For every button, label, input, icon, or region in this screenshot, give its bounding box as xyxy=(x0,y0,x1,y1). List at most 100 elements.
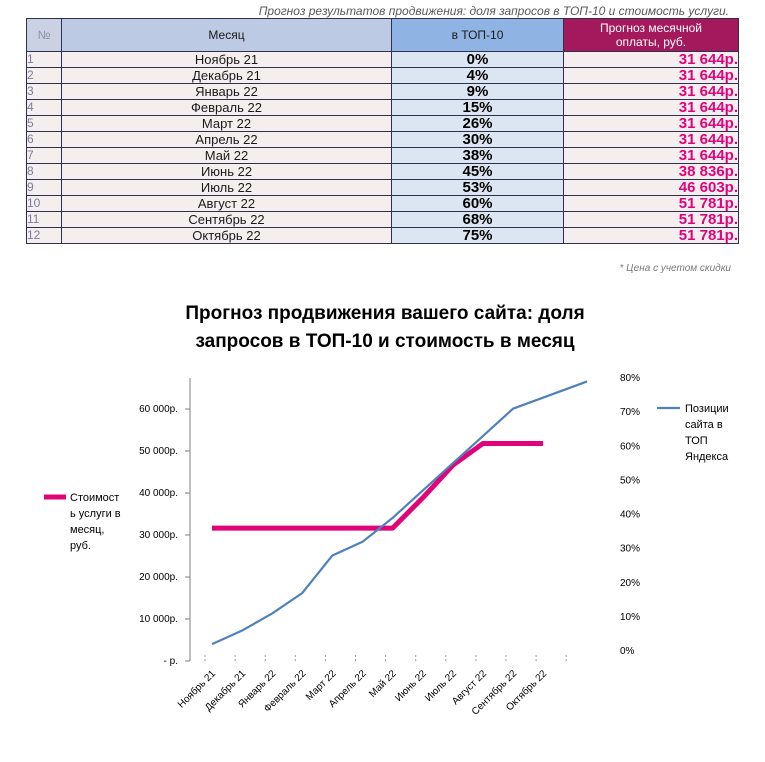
table-row: 11 Сентябрь 22 68% 51 781р. xyxy=(26,211,739,228)
table-row: 1 Ноябрь 21 0% 31 644р. xyxy=(26,51,739,68)
header-payment: Прогноз месячной оплаты, руб. xyxy=(563,18,739,52)
y-left-tick-label: 50 000р. xyxy=(139,446,178,457)
forecast-table: № Месяц в ТОП-10 Прогноз месячной оплаты… xyxy=(26,18,739,244)
row-payment: 31 644р. xyxy=(563,131,739,148)
y-left-tick-label: 60 000р. xyxy=(139,404,178,415)
forecast-chart: - р. 10 000р. 20 000р. 30 000р. 40 000р. 50 0… xyxy=(44,373,729,718)
row-top10: 9% xyxy=(391,83,564,100)
row-payment: 31 644р. xyxy=(563,51,739,68)
row-number: 4 xyxy=(26,99,62,116)
row-number: 5 xyxy=(26,115,62,132)
row-top10: 15% xyxy=(391,99,564,116)
row-payment: 31 644р. xyxy=(563,115,739,132)
row-top10: 38% xyxy=(391,147,564,164)
y-right-tick-label: 20% xyxy=(620,578,640,589)
table-row: 8 Июнь 22 45% 38 836р. xyxy=(26,163,739,180)
table-row: 5 Март 22 26% 31 644р. xyxy=(26,115,739,132)
legend-label-cost: Стоимост xyxy=(70,492,119,504)
row-month: Январь 22 xyxy=(61,83,392,100)
row-number: 7 xyxy=(26,147,62,164)
series-line-positions xyxy=(211,380,588,646)
row-month: Сентябрь 22 xyxy=(61,211,392,228)
row-top10: 0% xyxy=(391,51,564,68)
y-left-tick-label: 10 000р. xyxy=(139,614,178,625)
legend-label-positions: сайта в xyxy=(685,419,723,431)
header-month: Месяц xyxy=(61,18,392,52)
x-category-label: Июнь 22 xyxy=(393,668,429,704)
row-payment: 31 644р. xyxy=(563,147,739,164)
row-top10: 60% xyxy=(391,195,564,212)
row-payment: 51 781р. xyxy=(563,195,739,212)
row-payment: 38 836р. xyxy=(563,163,739,180)
row-payment: 51 781р. xyxy=(563,227,739,244)
y-left-tick-label: 40 000р. xyxy=(139,488,178,499)
y-right-tick-label: 40% xyxy=(620,510,640,521)
chart-title-line1: Прогноз продвижения вашего сайта: доля xyxy=(185,303,585,324)
header-top10: в ТОП-10 xyxy=(391,18,564,52)
y-right-tick-label: 60% xyxy=(620,441,640,452)
y-left-tick-label: 20 000р. xyxy=(139,572,178,583)
y-right-tick-label: 0% xyxy=(620,646,635,657)
table-row: 7 Май 22 38% 31 644р. xyxy=(26,147,739,164)
row-month: Март 22 xyxy=(61,115,392,132)
row-number: 9 xyxy=(26,179,62,196)
y-right-tick-label: 80% xyxy=(620,373,640,384)
row-month: Июль 22 xyxy=(61,179,392,196)
row-top10: 53% xyxy=(391,179,564,196)
row-month: Апрель 22 xyxy=(61,131,392,148)
legend-label-positions: Позиции xyxy=(685,403,729,415)
row-number: 2 xyxy=(26,67,62,84)
y-left-tick-label: - р. xyxy=(164,656,178,667)
row-month: Август 22 xyxy=(61,195,392,212)
row-month: Октябрь 22 xyxy=(61,227,392,244)
series-line-cost xyxy=(212,441,544,531)
header-payment-line1: Прогноз месячной xyxy=(599,21,703,35)
legend-label-cost: месяц, xyxy=(70,524,105,536)
y-right-tick-label: 30% xyxy=(620,544,640,555)
table-row: 4 Февраль 22 15% 31 644р. xyxy=(26,99,739,116)
y-right-tick-label: 50% xyxy=(620,475,640,486)
row-number: 11 xyxy=(26,211,62,228)
row-payment: 51 781р. xyxy=(563,211,739,228)
row-number: 8 xyxy=(26,163,62,180)
row-number: 10 xyxy=(26,195,62,212)
row-month: Февраль 22 xyxy=(61,99,392,116)
legend-label-cost: ь услуги в xyxy=(70,508,121,520)
chart-title-line2: запросов в ТОП-10 и стоимость в месяц xyxy=(195,331,575,352)
chart-title: Прогноз продвижения вашего сайта: доля з… xyxy=(150,300,620,356)
table-row: 12 Октябрь 22 75% 51 781р. xyxy=(26,227,739,244)
table-row: 10 Август 22 60% 51 781р. xyxy=(26,195,739,212)
row-top10: 4% xyxy=(391,67,564,84)
row-month: Ноябрь 21 xyxy=(61,51,392,68)
legend-label-positions: Яндекса xyxy=(685,451,729,463)
row-month: Май 22 xyxy=(61,147,392,164)
table-row: 9 Июль 22 53% 46 603р. xyxy=(26,179,739,196)
row-number: 12 xyxy=(26,227,62,244)
row-number: 3 xyxy=(26,83,62,100)
row-payment: 31 644р. xyxy=(563,99,739,116)
price-footnote: * Цена с учетом скидки xyxy=(619,263,731,274)
row-payment: 31 644р. xyxy=(563,83,739,100)
row-top10: 75% xyxy=(391,227,564,244)
table-caption: Прогноз результатов продвижения: доля за… xyxy=(258,4,729,18)
row-top10: 68% xyxy=(391,211,564,228)
table-row: 2 Декабрь 21 4% 31 644р. xyxy=(26,67,739,84)
row-month: Декабрь 21 xyxy=(61,67,392,84)
legend-label-cost: руб. xyxy=(70,540,91,552)
row-payment: 46 603р. xyxy=(563,179,739,196)
legend-label-positions: ТОП xyxy=(685,435,708,447)
header-number: № xyxy=(26,18,62,52)
header-payment-line2: оплаты, руб. xyxy=(615,35,687,49)
row-number: 6 xyxy=(26,131,62,148)
row-top10: 45% xyxy=(391,163,564,180)
table-header-row: № Месяц в ТОП-10 Прогноз месячной оплаты… xyxy=(26,18,739,52)
row-payment: 31 644р. xyxy=(563,67,739,84)
y-right-tick-label: 70% xyxy=(620,407,640,418)
y-left-tick-label: 30 000р. xyxy=(139,530,178,541)
table-row: 6 Апрель 22 30% 31 644р. xyxy=(26,131,739,148)
row-month: Июнь 22 xyxy=(61,163,392,180)
row-top10: 30% xyxy=(391,131,564,148)
row-top10: 26% xyxy=(391,115,564,132)
row-number: 1 xyxy=(26,51,62,68)
table-row: 3 Январь 22 9% 31 644р. xyxy=(26,83,739,100)
